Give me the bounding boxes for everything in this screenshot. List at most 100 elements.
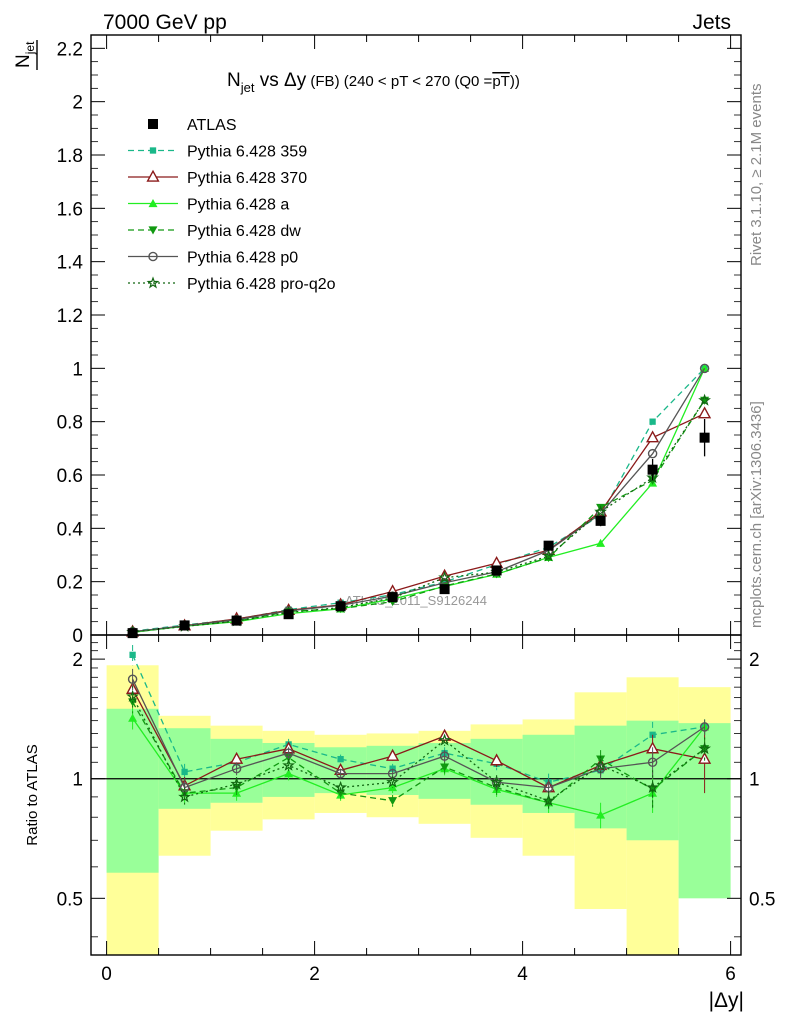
legend-item: Pythia 6.428 pro-q2o [128, 276, 336, 293]
y-tick-label: 0.2 [57, 573, 83, 594]
y-tick-label: 1.6 [57, 199, 83, 220]
title-pt: pT [492, 73, 510, 90]
title-delta: Δy [284, 70, 307, 91]
marker [542, 794, 555, 807]
y-tick-label: 1 [72, 359, 83, 380]
marker [698, 742, 712, 755]
marker [337, 756, 344, 763]
y-tick-label: 2 [72, 93, 83, 114]
series-line [132, 367, 706, 633]
marker [149, 147, 157, 154]
y-tick-label: 1.8 [57, 146, 83, 167]
marker [146, 169, 160, 182]
ratio-frame [90, 634, 742, 956]
svg-text:Njet vs Δy (FB) (240 < pT < 27: Njet vs Δy (FB) (240 < pT < 270 (Q0 =pT)… [227, 70, 520, 95]
x-tick-label: 6 [725, 964, 736, 985]
marker [594, 758, 607, 771]
marker [698, 406, 712, 419]
chart-title: Njet vs Δy (FB) (240 < pT < 270 (Q0 =pT)… [227, 70, 520, 95]
marker [647, 448, 658, 459]
ratio-line [132, 701, 706, 804]
marker [388, 797, 398, 806]
marker [386, 775, 400, 788]
marker [148, 119, 158, 129]
marker [127, 674, 138, 684]
marker [647, 757, 658, 768]
marker [126, 689, 139, 702]
marker [179, 620, 190, 631]
legend-label: Pythia 6.428 359 [187, 144, 307, 161]
marker [231, 615, 242, 626]
marker [699, 722, 710, 732]
series-atlas [127, 419, 710, 639]
marker [699, 363, 710, 374]
marker [438, 570, 451, 584]
marker [335, 601, 346, 612]
ratio-tick-label: 0.5 [57, 889, 83, 910]
marker [438, 733, 452, 746]
marker [596, 538, 606, 547]
marker [439, 751, 450, 761]
marker [595, 515, 606, 526]
legend-label: Pythia 6.428 dw [187, 223, 301, 240]
ylabel-sub: jet [23, 41, 37, 55]
ratio-bands [91, 665, 741, 955]
ratio-series [126, 645, 712, 829]
marker [649, 418, 656, 425]
marker [646, 780, 659, 794]
series-line [132, 399, 706, 633]
marker [542, 549, 555, 562]
marker [646, 430, 660, 443]
marker [387, 592, 398, 603]
y-tick-label: 0.6 [57, 466, 83, 487]
legend: ATLAS Pythia 6.428 359 Pythia 6.428 370 Pyt… [128, 117, 336, 293]
title-n: N [227, 70, 241, 91]
marker [178, 790, 192, 803]
y-axis-label: Njet [13, 40, 38, 70]
y-tick-label: 0.8 [57, 413, 83, 434]
x-tick-label: 0 [101, 964, 112, 985]
x-axis-label: |Δy| [709, 989, 744, 1012]
marker [283, 748, 294, 758]
legend-label: Pythia 6.428 p0 [187, 250, 298, 267]
title-vs: vs [254, 70, 284, 91]
y-tick-label: 1.4 [57, 253, 84, 274]
marker [440, 763, 450, 772]
marker [335, 768, 346, 779]
header-left: 7000 GeV pp [103, 11, 227, 34]
marker [127, 628, 138, 639]
title-close: )) [510, 73, 520, 90]
marker [699, 432, 710, 443]
y-tick-label: 1.2 [57, 306, 83, 327]
ratio-y-label: Ratio to ATLAS [24, 744, 41, 845]
legend-item: Pythia 6.428 370 [128, 169, 307, 187]
legend-label: Pythia 6.428 370 [187, 170, 307, 187]
y-tick-label: 0 [72, 626, 83, 647]
marker [129, 651, 136, 659]
ratio-line [132, 678, 705, 789]
marker [386, 748, 400, 761]
marker [490, 753, 504, 766]
ratio-line [132, 696, 705, 802]
mcplots-label: mcplots.cern.ch [arXiv:1306.3436] [748, 401, 765, 628]
title-range: (240 < pT < 270 (Q0 = [344, 73, 493, 90]
marker [543, 540, 554, 551]
marker [490, 775, 504, 788]
x-tick-label: 2 [309, 964, 320, 985]
marker [700, 363, 710, 372]
marker [596, 810, 606, 819]
ratio-tick-label: 1 [72, 770, 83, 791]
series-line [132, 368, 706, 634]
legend-item: Pythia 6.428 359 [128, 144, 307, 161]
marker [181, 768, 188, 776]
marker [594, 505, 608, 518]
legend-label: Pythia 6.428 pro-q2o [187, 276, 336, 293]
y-tick-label: 2.2 [57, 39, 83, 60]
title-sub: jet [240, 80, 255, 95]
legend-item: ATLAS [148, 117, 237, 134]
marker [282, 758, 295, 771]
y-tick-label: 0.4 [57, 519, 84, 540]
ratio-series-pythia-6-428-p0 [127, 668, 710, 797]
x-tick-label: 4 [517, 964, 528, 985]
